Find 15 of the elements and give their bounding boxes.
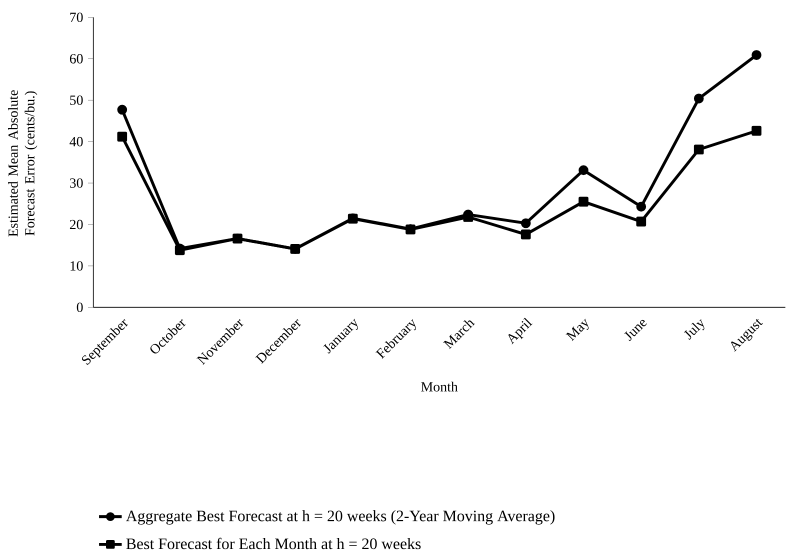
x-tick-label: July bbox=[684, 319, 704, 340]
x-tick-label: May bbox=[566, 318, 589, 342]
y-axis-title: Estimated Mean Absolute Forecast Error (cents/bu.) bbox=[8, 90, 38, 237]
x-axis-title: Month bbox=[421, 382, 458, 392]
y-tick-label: 50 bbox=[70, 95, 83, 105]
legend-label: Aggregate Best Forecast at h = 20 weeks (2-Year Moving Average) bbox=[126, 510, 555, 525]
y-tick-label: 30 bbox=[70, 178, 83, 188]
y-tick-label: 70 bbox=[70, 12, 83, 22]
legend-label: Best Forecast for Each Month at h = 20 weeks bbox=[126, 538, 421, 550]
x-tick-label: June bbox=[624, 320, 647, 342]
y-tick-label: 20 bbox=[70, 220, 83, 230]
y-tick-label: 40 bbox=[70, 136, 83, 146]
y-tick-label: 0 bbox=[76, 302, 83, 312]
y-tick-label: 10 bbox=[70, 261, 83, 271]
y-tick-label: 60 bbox=[70, 54, 83, 64]
